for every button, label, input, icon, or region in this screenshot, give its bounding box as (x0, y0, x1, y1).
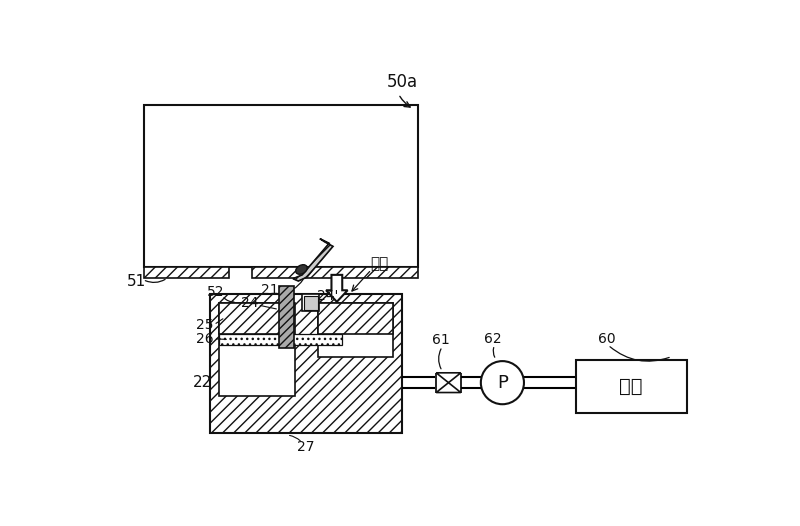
Bar (144, 106, 418, 267)
Text: P: P (497, 373, 508, 392)
Text: 废液: 废液 (619, 377, 642, 396)
Bar (279, 287, 294, 348)
Polygon shape (326, 275, 348, 302)
Polygon shape (293, 239, 333, 281)
Text: 24: 24 (241, 296, 258, 310)
Bar (575, 360, 687, 413)
Bar (219, 304, 288, 334)
Text: 52: 52 (207, 285, 225, 299)
Bar (144, 267, 229, 278)
Bar (318, 304, 393, 334)
Bar (318, 304, 393, 357)
Bar (302, 294, 319, 311)
Text: 24': 24' (317, 289, 338, 302)
Text: 墨水: 墨水 (370, 256, 388, 271)
Text: 25: 25 (196, 318, 213, 332)
Polygon shape (436, 383, 461, 392)
Text: 27: 27 (298, 440, 315, 453)
Bar (304, 296, 318, 309)
Bar (252, 267, 418, 278)
Text: 51: 51 (127, 274, 146, 289)
Text: 22: 22 (193, 375, 212, 390)
Text: 61: 61 (432, 333, 450, 347)
Text: 26: 26 (195, 332, 214, 346)
Text: 50a: 50a (386, 73, 418, 92)
Bar (210, 294, 402, 433)
Ellipse shape (296, 265, 307, 274)
Text: 62: 62 (484, 332, 502, 346)
Circle shape (481, 361, 524, 404)
Polygon shape (436, 373, 461, 383)
Text: 21: 21 (261, 282, 278, 297)
Bar (219, 304, 294, 396)
Text: 60: 60 (598, 332, 615, 346)
Bar (219, 334, 342, 345)
